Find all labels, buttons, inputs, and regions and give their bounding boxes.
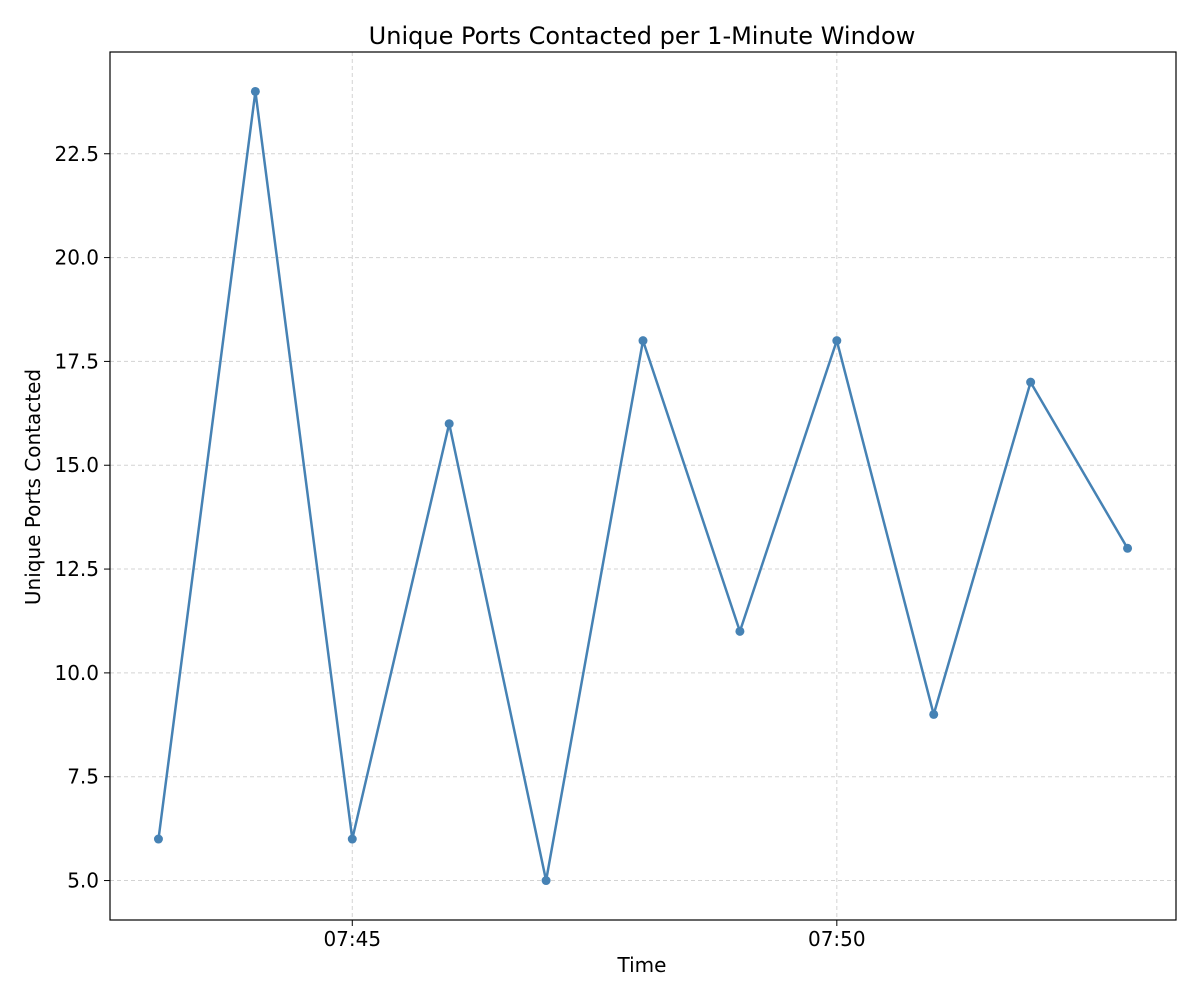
chart-title: Unique Ports Contacted per 1-Minute Wind… xyxy=(369,22,916,50)
data-point xyxy=(832,336,842,346)
data-point xyxy=(444,419,454,429)
x-tick-label: 07:50 xyxy=(808,927,866,951)
y-tick-label: 15.0 xyxy=(54,453,99,477)
data-point xyxy=(1026,377,1036,387)
data-point xyxy=(638,336,648,346)
data-point xyxy=(347,834,357,844)
y-tick-label: 10.0 xyxy=(54,661,99,685)
y-tick-label: 22.5 xyxy=(54,142,99,166)
x-axis-label: Time xyxy=(617,953,667,977)
data-point xyxy=(929,709,939,719)
y-tick-label: 5.0 xyxy=(67,869,99,893)
data-point xyxy=(541,876,551,886)
plot-frame xyxy=(109,51,1177,921)
x-tick-label: 07:45 xyxy=(323,927,381,951)
y-tick-label: 12.5 xyxy=(54,557,99,581)
data-point xyxy=(1123,543,1133,553)
x-axis-ticks: 07:45 07:50 xyxy=(323,920,866,951)
data-point xyxy=(250,86,260,96)
y-tick-label: 17.5 xyxy=(54,349,99,373)
y-axis-ticks: 5.0 7.5 10.0 12.5 15.0 17.5 20.0 22.5 xyxy=(54,142,110,893)
grid-lines xyxy=(110,52,1176,920)
y-axis-label: Unique Ports Contacted xyxy=(21,369,45,605)
y-tick-label: 20.0 xyxy=(54,246,99,270)
y-tick-label: 7.5 xyxy=(67,765,99,789)
series-group xyxy=(153,86,1133,886)
series-line xyxy=(157,90,1129,882)
data-point xyxy=(735,626,745,636)
data-point xyxy=(153,834,163,844)
